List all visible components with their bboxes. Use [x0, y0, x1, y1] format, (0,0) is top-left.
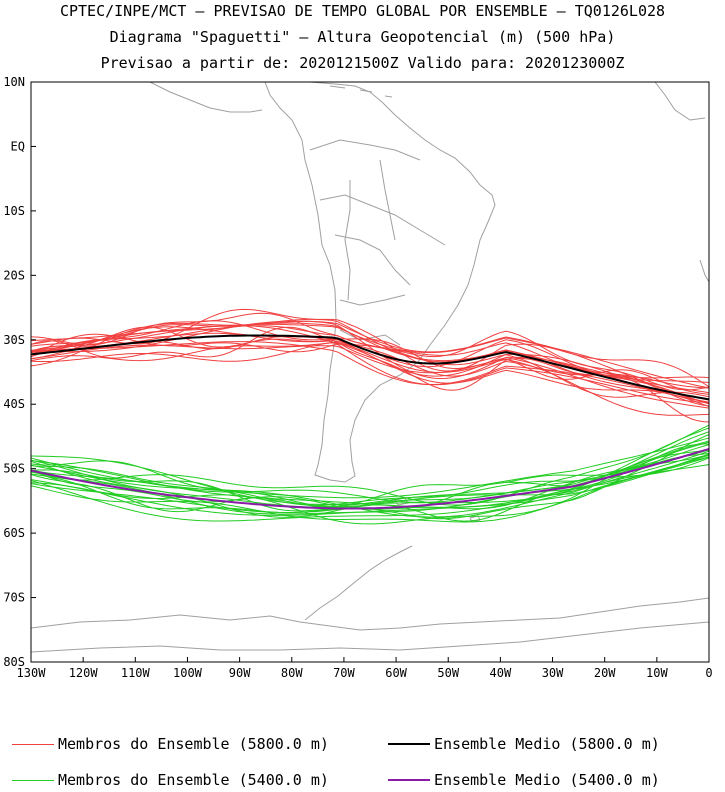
ensemble-member-5400 — [31, 449, 709, 508]
legend-label: Membros do Ensemble (5400.0 m) — [58, 771, 329, 789]
south-america-coast — [264, 82, 496, 483]
ensemble-member-5800 — [31, 341, 709, 403]
lon-tick-label: 0 — [705, 666, 712, 680]
ensemble-member-5400 — [31, 456, 709, 516]
lon-tick-label: 110W — [121, 666, 151, 680]
lat-tick-label: 70S — [3, 591, 25, 605]
ensemble-member-5800 — [31, 322, 709, 404]
antarctic-peninsula — [304, 545, 413, 621]
lon-tick-label: 60W — [385, 666, 407, 680]
country-border — [334, 234, 411, 286]
legend-label: Ensemble Medio (5800.0 m) — [434, 735, 660, 753]
legend-swatch — [12, 779, 54, 781]
ensemble-mean-5400 — [31, 447, 709, 510]
lat-tick-label: 10N — [3, 75, 25, 89]
lon-tick-label: 130W — [17, 666, 47, 680]
ensemble-member-5400 — [31, 450, 709, 518]
lon-tick-label: 120W — [69, 666, 99, 680]
lon-tick-label: 50W — [437, 666, 459, 680]
chart-title: CPTEC/INPE/MCT – PREVISAO DE TEMPO GLOBA… — [59, 2, 666, 20]
lon-tick-label: 20W — [594, 666, 616, 680]
lon-tick-label: 70W — [333, 666, 355, 680]
country-border — [309, 139, 421, 161]
legend-item-mean-5800: Ensemble Medio (5800.0 m) — [388, 735, 660, 753]
ensemble-member-5800 — [31, 326, 709, 394]
country-border — [339, 294, 406, 306]
ensemble-member-5800 — [31, 324, 709, 404]
country-border — [379, 159, 396, 241]
lon-tick-label: 40W — [490, 666, 512, 680]
antarctica-coast — [31, 621, 709, 653]
ensemble-member-5400 — [31, 456, 709, 523]
country-border — [344, 180, 351, 301]
lat-tick-label: 60S — [3, 526, 25, 540]
legend-item-mean-5400: Ensemble Medio (5400.0 m) — [388, 771, 660, 789]
caribbean-islands — [329, 85, 393, 98]
lat-tick-label: 20S — [3, 268, 25, 282]
chart-subtitle: Diagrama "Spaguetti" – Altura Geopotenci… — [109, 28, 616, 46]
legend-swatch — [388, 743, 430, 745]
legend-swatch — [12, 743, 54, 745]
lon-tick-label: 80W — [281, 666, 303, 680]
lat-tick-label: EQ — [11, 139, 25, 153]
ensemble-member-5400 — [31, 454, 709, 513]
country-border — [319, 194, 446, 246]
country-border — [339, 329, 401, 346]
ensemble-member-5800 — [31, 324, 709, 389]
legend-item-members-5400: Membros do Ensemble (5400.0 m) — [12, 771, 329, 789]
lon-tick-label: 30W — [542, 666, 564, 680]
lon-tick-label: 100W — [173, 666, 203, 680]
ensemble-mean-5800 — [31, 334, 709, 401]
lon-tick-label: 90W — [229, 666, 251, 680]
ensemble-member-5400 — [31, 427, 709, 505]
lon-tick-label: 10W — [646, 666, 668, 680]
africa-coast — [654, 82, 709, 283]
legend-label: Ensemble Medio (5400.0 m) — [434, 771, 660, 789]
lat-tick-label: 50S — [3, 462, 25, 476]
lat-tick-label: 40S — [3, 397, 25, 411]
lat-tick-label: 30S — [3, 333, 25, 347]
forecast-time-line: Previsao a partir de: 2020121500Z Valido… — [100, 54, 625, 72]
legend-label: Membros do Ensemble (5800.0 m) — [58, 735, 329, 753]
central-america-coast — [149, 82, 263, 113]
ensemble-member-5800 — [31, 342, 709, 416]
ensemble-member-5400 — [31, 449, 709, 525]
ensemble-member-5400 — [31, 424, 709, 506]
plot-frame — [30, 81, 710, 663]
lat-tick-label: 10S — [3, 204, 25, 218]
legend-swatch — [388, 779, 430, 781]
ensemble-member-5800 — [31, 308, 709, 388]
legend-item-members-5800: Membros do Ensemble (5800.0 m) — [12, 735, 329, 753]
ensemble-member-5800 — [31, 344, 709, 409]
lat-tick-label: 80S — [3, 655, 25, 669]
antarctica-coast — [31, 597, 709, 631]
